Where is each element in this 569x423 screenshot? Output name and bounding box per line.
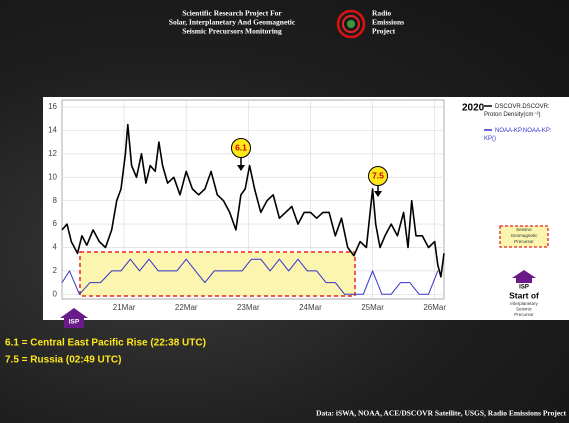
logo [336,9,366,39]
data-line [61,123,445,278]
header-title: Solar, Interplanetary And Geomagnetic [169,18,296,27]
isp-text: Seismic [516,307,533,312]
y-tick-label: 14 [48,126,57,135]
year-label: 2020 [462,103,485,114]
data-line [61,258,439,295]
y-tick-label: 4 [53,243,58,252]
note: 7.5 = Russia (02:49 UTC) [5,355,121,366]
annotation-label: 7.5 [372,170,384,180]
y-tick-label: 2 [53,266,58,275]
isp-label: ISP [69,319,80,326]
isp-label: ISP [519,285,529,291]
precursor-label: Seismic [516,227,533,232]
y-tick-label: 8 [53,196,58,205]
y-tick-label: 0 [53,289,58,298]
isp-icon [60,308,88,328]
precursor-legend-box [499,225,549,248]
x-tick-label: 25Mar [361,303,384,312]
legend-label: NOAA-KP.NOAA-KP: KP() [484,128,552,142]
y-tick-label: 6 [53,219,58,228]
x-tick-label: 22Mar [175,303,198,312]
logo-text: Emissions [372,18,404,27]
precursor-label: Geomagnetic [511,233,539,238]
note: 6.1 = Central East Pacific Rise (22:38 U… [5,338,206,349]
isp-title: Start of [509,290,539,300]
logo-text: Project [372,27,396,36]
logo-text: Radio [372,9,391,18]
x-tick-label: 26Mar [423,303,446,312]
x-tick-label: 21Mar [113,303,136,312]
precursor-region [79,251,356,297]
y-tick-label: 10 [48,172,57,181]
annotation-marker [231,138,251,171]
x-tick-label: 23Mar [237,303,260,312]
annotation-label: 6.1 [235,142,247,152]
precursor-label: Precursor [514,239,534,244]
annotation-marker [368,166,388,197]
footer: Data: iSWA, NOAA, ACE/DSCOVR Satellite, … [316,409,566,418]
legend-label: DSCOVR.DSCOVR: Proton Density(cm⁻³) [484,104,550,118]
x-tick-label: 24Mar [299,303,322,312]
y-tick-label: 12 [48,149,57,158]
header-title: Seismic Precursors Monitoring [182,27,282,36]
y-tick-label: 16 [48,102,57,111]
isp-text: Precursor [514,312,534,317]
header-title: Scientific Research Project For [182,9,282,18]
isp-icon [512,270,536,283]
isp-text: Interplanetary [510,301,538,306]
